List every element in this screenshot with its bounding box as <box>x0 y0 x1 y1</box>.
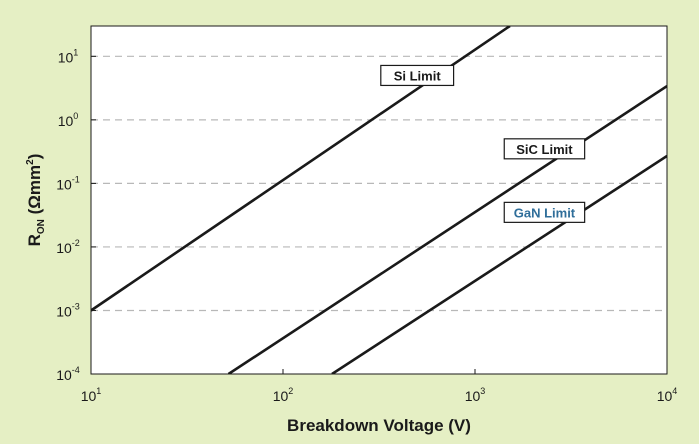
series-line-gan-limit <box>331 154 667 374</box>
y-tick-label-3: 10-2 <box>56 238 80 256</box>
y-tick-label-5: 10-4 <box>56 365 80 383</box>
x-tick-label-0: 101 <box>81 386 102 404</box>
annotation-box-1 <box>503 138 586 160</box>
y-tick-label-2: 10-1 <box>56 174 80 192</box>
annotation-si-limit: Si Limit <box>380 64 455 87</box>
x-tick-label-2: 103 <box>465 386 486 404</box>
series-annotations: Si Limit SiC Limit GaN Limit <box>380 64 586 223</box>
y-axis-ticks: 101 100 10-1 10-2 10-3 10-4 <box>56 47 96 383</box>
x-tick-label-3: 104 <box>657 386 678 404</box>
plot-area <box>91 26 667 374</box>
x-tick-label-1: 102 <box>273 386 294 404</box>
y-axis-title: RON (Ωmm2) <box>25 154 47 247</box>
annotation-gan-limit: GaN Limit <box>503 201 586 223</box>
grid-lines <box>91 55 667 312</box>
y-axis-title-subscript: ON <box>36 219 47 234</box>
annotation-sic-limit: SiC Limit <box>503 138 586 160</box>
series-line-sic-limit <box>227 85 667 374</box>
annotation-label-0: Si Limit <box>394 68 442 83</box>
y-tick-label-1: 100 <box>58 111 79 129</box>
annotation-label-2: GaN Limit <box>514 205 576 220</box>
y-tick-label-4: 10-3 <box>56 301 80 319</box>
x-axis-ticks: 101 102 103 104 <box>81 369 678 404</box>
y-tick-label-0: 101 <box>58 47 79 65</box>
y-axis-title-main: R <box>25 234 44 246</box>
y-axis-title-unit: (Ωmm <box>25 165 44 219</box>
annotation-label-1: SiC Limit <box>516 142 573 157</box>
y-axis-title-unit-close: ) <box>25 154 44 160</box>
annotation-box-2 <box>503 201 586 223</box>
annotation-box-0 <box>380 64 455 87</box>
plot-frame <box>90 25 668 375</box>
y-axis-title-unit-exponent: 2 <box>25 159 36 165</box>
svg-text:RON (Ωmm2): RON (Ωmm2) <box>25 154 47 247</box>
x-axis-title: Breakdown Voltage (V) <box>287 416 471 435</box>
